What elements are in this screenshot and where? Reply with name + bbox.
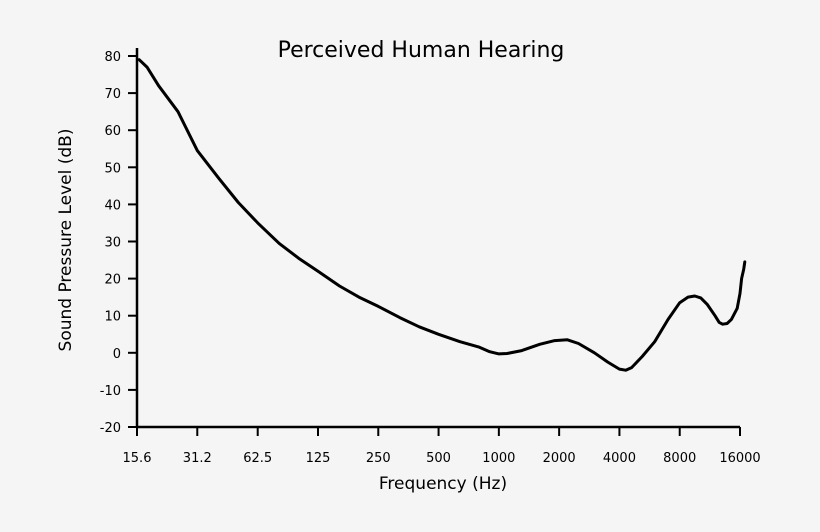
y-tick-label: -20 bbox=[100, 421, 121, 436]
y-tick-label: 40 bbox=[104, 198, 121, 213]
x-axis-title: Frequency (Hz) bbox=[379, 474, 507, 494]
x-tick-label: 15.6 bbox=[123, 451, 152, 466]
y-tick-label: 30 bbox=[104, 236, 121, 251]
x-tick-label: 62.5 bbox=[243, 451, 272, 466]
x-tick-label: 31.2 bbox=[183, 451, 212, 466]
x-axis: 15.6 31.2 62.5 125 250 500 1000 2000 4000 8000 160… bbox=[123, 425, 761, 466]
x-tick-label: 250 bbox=[366, 451, 391, 466]
x-tick-label: 4000 bbox=[603, 451, 636, 466]
y-tick-label: 70 bbox=[104, 87, 121, 102]
plot-area bbox=[137, 58, 747, 372]
chart-title: Perceived Human Hearing bbox=[278, 38, 565, 63]
x-tick-label: 8000 bbox=[663, 451, 696, 466]
y-tick-label: 0 bbox=[113, 347, 121, 362]
y-tick-label: 20 bbox=[104, 273, 121, 288]
y-tick-label: 10 bbox=[104, 310, 121, 325]
series-line bbox=[137, 58, 747, 372]
y-tick-label: -10 bbox=[100, 384, 121, 399]
x-tick-label: 500 bbox=[426, 451, 451, 466]
x-tick-label: 1000 bbox=[482, 451, 515, 466]
y-axis: 80 70 60 50 40 30 20 10 0 -10 -20 bbox=[100, 48, 139, 436]
x-tick-label: 2000 bbox=[543, 451, 576, 466]
x-tick-label: 16000 bbox=[719, 451, 760, 466]
y-tick-label: 50 bbox=[104, 161, 121, 176]
y-tick-label: 80 bbox=[104, 50, 121, 65]
x-tick-label: 125 bbox=[306, 451, 331, 466]
y-axis-title: Sound Pressure Level (dB) bbox=[56, 129, 76, 352]
y-tick-label: 60 bbox=[104, 124, 121, 139]
